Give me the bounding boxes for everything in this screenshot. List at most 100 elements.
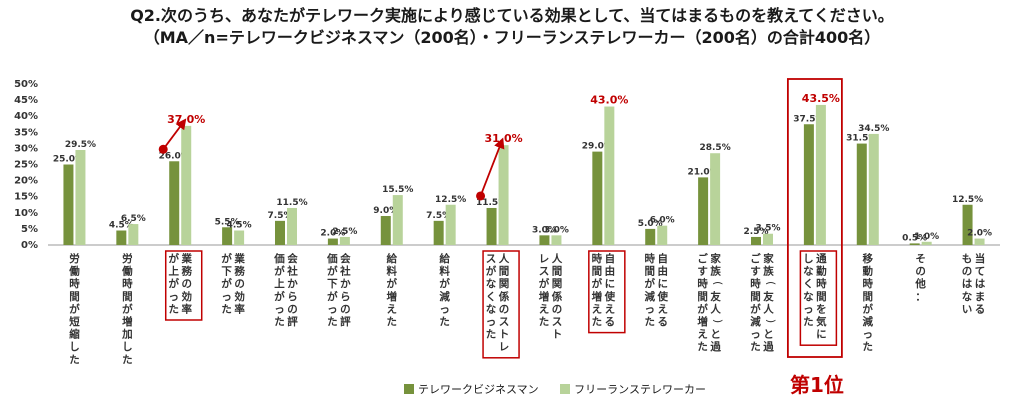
category-label-char-17: は: [962, 278, 973, 290]
bar-s1-8: [486, 207, 497, 245]
category-label-char-1: 時: [122, 277, 133, 290]
category-label-char-6: 増: [387, 290, 398, 303]
category-label-char-7: た: [439, 316, 450, 328]
bar-s2-0: [75, 150, 86, 245]
category-label-char-5: っ: [327, 303, 338, 315]
bar-s2-3: [234, 230, 245, 245]
data-label-s2-7: 12.5%: [435, 195, 466, 205]
data-label-s1-17: 12.5%: [952, 195, 983, 205]
trend-arrow-8: [479, 137, 505, 197]
chart-title-line-2: （MA／n=テレワークビジネスマン（200名）・フリーランステレワーカー（200…: [143, 28, 881, 47]
y-tick-label: 30%: [14, 143, 38, 154]
category-label-char-0: 働: [68, 265, 80, 278]
category-label-char-13: す: [750, 266, 761, 278]
category-label-char-4: か: [287, 278, 298, 290]
data-label-s1-3: 5.5%: [215, 217, 240, 227]
bar-s2-11: [657, 225, 668, 245]
category-label-char-3: 下: [221, 266, 232, 278]
category-label-char-10: 時: [592, 252, 603, 265]
category-label-char-9: た: [539, 316, 550, 328]
bar-s1-15: [856, 143, 867, 245]
bar-s2-4: [287, 207, 297, 245]
category-label-char-14: 通: [816, 253, 827, 265]
bar-s1-3: [222, 227, 233, 245]
category-label-char-11: た: [644, 316, 655, 328]
data-label-s2-8: 31.0%: [484, 132, 522, 145]
category-label-char-10: に: [605, 278, 616, 290]
category-label-char-1: 間: [122, 291, 133, 303]
chart-title-line-1: Q2.次のうち、あなたがテレワーク実施により感じている効果として、当てはまるもの…: [130, 6, 894, 25]
category-label-char-6: が: [387, 277, 398, 290]
category-label-char-2: 上: [168, 265, 179, 278]
category-label-char-4: 価: [273, 252, 285, 265]
y-tick-label: 50%: [14, 79, 38, 90]
category-label-char-12: 時: [697, 277, 708, 290]
y-tick-label: 25%: [14, 160, 38, 171]
category-label-char-8: ス: [499, 316, 510, 328]
category-label-char-2: 務: [181, 265, 192, 278]
bar-s1-2: [169, 161, 180, 245]
category-label-char-15: が: [863, 302, 874, 315]
category-label-char-1: 労: [122, 252, 133, 265]
highlight-box-10: [588, 250, 626, 334]
category-label-char-6: 料: [387, 265, 398, 278]
category-label-char-0: 時: [69, 277, 80, 290]
category-label-char-3: 効: [234, 290, 245, 303]
category-label-char-8: 間: [499, 266, 510, 278]
y-tick-label: 10%: [14, 208, 38, 219]
category-label-char-14: 間: [816, 291, 827, 303]
category-label-char-1: 加: [121, 328, 133, 341]
category-label-char-14: 勤: [816, 265, 827, 278]
category-label-char-8: な: [486, 303, 497, 315]
data-label-s2-5: 2.5%: [332, 227, 357, 237]
bar-s2-6: [392, 195, 403, 245]
data-label-s1-4: 7.5%: [268, 211, 293, 221]
data-label-s1-8: 11.5%: [476, 198, 507, 208]
category-label-char-5: の: [340, 303, 351, 315]
category-label-char-10: え: [605, 303, 616, 315]
category-label-char-17: て: [975, 266, 986, 278]
y-tick-label: 40%: [14, 111, 38, 122]
bar-s2-13: [763, 233, 773, 245]
category-label-char-5: 価: [326, 252, 338, 265]
bar-s1-6: [380, 216, 391, 245]
bar-s1-17: [962, 204, 973, 245]
category-label-char-7: 給: [439, 252, 450, 265]
bar-s1-13: [751, 236, 761, 245]
category-label-char-0: 短: [69, 315, 80, 328]
category-label-char-11: 時: [644, 252, 655, 265]
y-tick-label: 5%: [21, 224, 38, 235]
category-label-char-14: た: [803, 316, 814, 328]
category-label-char-9: 人: [552, 252, 563, 265]
bar-s1-11: [645, 228, 656, 245]
category-label-char-17: な: [962, 291, 973, 303]
category-label-char-12: 友: [709, 290, 721, 303]
category-label-char-10: 自: [605, 252, 616, 265]
category-label-char-10: る: [605, 316, 616, 328]
category-label-char-11: 使: [656, 290, 668, 303]
category-label-char-9: ス: [552, 316, 563, 328]
category-label-char-0: 間: [69, 291, 80, 303]
trend-arrow-2: [162, 118, 187, 150]
data-label-s1-7: 7.5%: [426, 211, 451, 221]
category-label-char-7: 減: [439, 290, 450, 303]
data-label-s1-2: 26.0%: [159, 151, 190, 161]
category-label-char-5: ら: [340, 291, 351, 303]
data-label-s2-13: 3.5%: [756, 224, 781, 234]
category-label-char-16: そ: [915, 253, 926, 265]
y-tick-label: 45%: [14, 95, 38, 106]
data-label-s1-16: 0.5%: [902, 233, 927, 243]
category-label-char-9: 関: [552, 278, 563, 290]
data-label-s2-15: 34.5%: [858, 124, 889, 134]
data-label-s2-10: 43.0%: [590, 94, 628, 107]
category-label-char-9: 間: [552, 266, 563, 278]
category-label-char-17: の: [962, 266, 973, 278]
category-label-char-5: 評: [340, 315, 351, 328]
bar-s1-0: [63, 164, 74, 245]
category-label-char-2: 率: [181, 302, 192, 315]
data-label-s2-4: 11.5%: [276, 198, 307, 208]
data-label-s1-6: 9.0%: [373, 206, 398, 216]
category-label-char-17: い: [962, 303, 973, 315]
category-label-char-8: ス: [486, 253, 497, 265]
rank-first-outline: [786, 78, 843, 358]
